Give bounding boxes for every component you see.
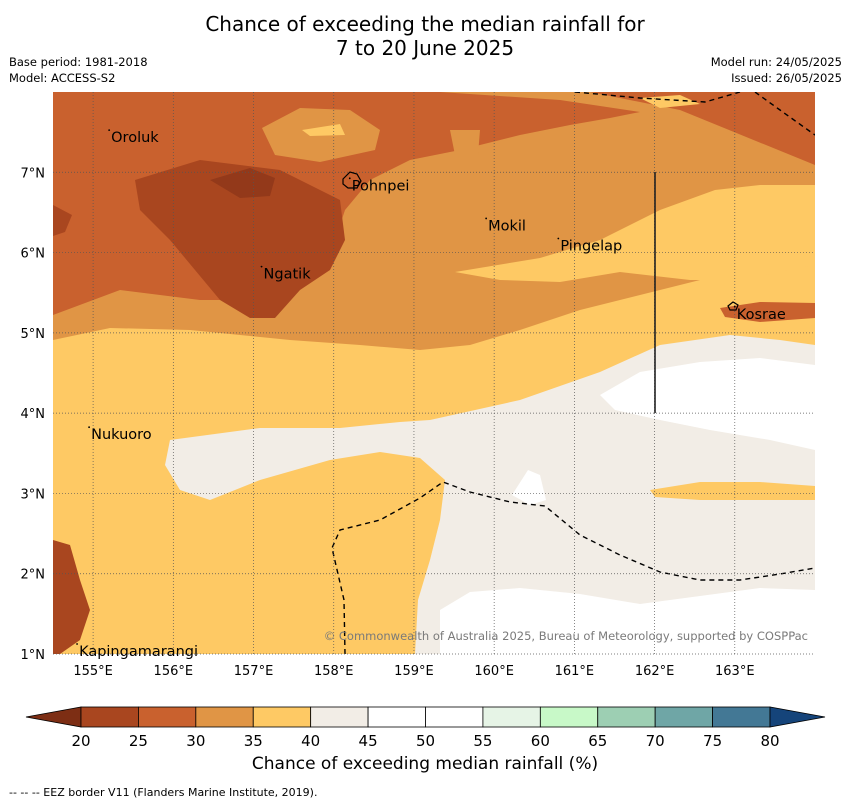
place-label: Kosrae — [737, 307, 786, 323]
model-info: Base period: 1981-2018 Model: ACCESS-S2 — [9, 54, 148, 86]
colorbar-tick-label: 45 — [359, 732, 378, 750]
colorbar-tick-label: 65 — [588, 732, 607, 750]
field-35-40-pocket — [640, 95, 700, 108]
run-info: Model run: 24/05/2025 Issued: 26/05/2025 — [711, 54, 842, 86]
colorbar-segment — [482, 706, 541, 728]
lon-tick-label: 160°E — [474, 664, 514, 679]
place-marker — [76, 643, 78, 645]
colorbar-tick-label: 35 — [244, 732, 263, 750]
place-label: Pohnpei — [352, 178, 410, 194]
colorbar-segment — [195, 706, 254, 728]
eez-border — [331, 92, 815, 654]
colorbar-tick-label: 25 — [129, 732, 148, 750]
model-run-text: Model run: 24/05/2025 — [710, 55, 842, 69]
latitude-labels: 1°N 2°N 3°N 4°N 5°N 6°N 7°N — [21, 166, 46, 663]
colorbar-tick-label: 20 — [71, 732, 90, 750]
footnote-text: -- -- -- EEZ border V11 (Flanders Marine… — [9, 786, 318, 799]
chart-title: Chance of exceeding the median rainfall … — [0, 12, 850, 60]
copyright-text: © Commonwealth of Australia 2025, Bureau… — [324, 629, 808, 643]
lon-tick-label: 159°E — [394, 664, 434, 679]
place-labels: Oroluk Pohnpei Mokil Pingelap Ngatik Kosrae Nu… — [76, 129, 786, 660]
colorbar-tick-labels: 20 25 30 35 40 45 50 55 60 65 70 75 80 — [71, 732, 779, 750]
probability-fields — [53, 92, 815, 654]
lon-tick-label: 162°E — [635, 664, 675, 679]
lat-tick-label: 5°N — [21, 327, 46, 342]
kosrae-outline — [727, 301, 739, 311]
model-text: Model: ACCESS-S2 — [9, 71, 116, 85]
place-marker — [108, 129, 111, 132]
colorbar-segment — [597, 706, 656, 728]
eez-border-line-north — [574, 92, 815, 136]
island-outlines — [342, 171, 739, 311]
colorbar-tick-label: 55 — [473, 732, 492, 750]
lat-tick-label: 7°N — [21, 166, 46, 181]
pohnpei-outline — [342, 171, 362, 189]
place-label: Kapingamarangi — [79, 644, 198, 660]
lon-tick-label: 161°E — [555, 664, 595, 679]
colorbar-tick-label: 60 — [531, 732, 550, 750]
lon-tick-label: 155°E — [73, 664, 113, 679]
field-20-25-west — [53, 540, 90, 654]
field-20-25-west2 — [53, 205, 72, 236]
colorbar-tick-label: 30 — [186, 732, 205, 750]
lat-tick-label: 6°N — [21, 247, 46, 262]
colorbar-segment — [310, 706, 369, 728]
lat-tick-label: 3°N — [21, 487, 46, 502]
colorbar-title: Chance of exceeding median rainfall (%) — [251, 754, 599, 774]
issued-text: Issued: 26/05/2025 — [731, 71, 842, 85]
colorbar-tick-label: 80 — [760, 732, 779, 750]
field-45-50-south — [440, 588, 815, 654]
longitude-labels: 155°E 156°E 157°E 158°E 159°E 160°E 161°E 162°E… — [73, 664, 754, 679]
title-line-1: Chance of exceeding the median rainfall … — [205, 12, 645, 36]
colorbar-under-arrow — [25, 706, 82, 728]
field-40-45-pocket — [302, 124, 345, 136]
place-label: Oroluk — [111, 130, 159, 146]
lat-tick-label: 4°N — [21, 407, 46, 422]
place-marker — [88, 426, 90, 429]
colorbar-segment — [138, 706, 197, 728]
colorbar-tick-label: 75 — [703, 732, 722, 750]
colorbar-segment — [80, 706, 139, 728]
field-35-40-band — [455, 185, 815, 282]
colorbar-segment — [252, 706, 312, 728]
probability-map: Oroluk Pohnpei Mokil Pingelap Ngatik Kosrae Nu… — [21, 92, 815, 679]
place-label: Ngatik — [264, 267, 312, 283]
place-marker — [260, 265, 263, 268]
lon-tick-label: 163°E — [715, 664, 755, 679]
colorbar-tick-label: 50 — [416, 732, 435, 750]
field-20-25-kosrae — [720, 302, 815, 322]
field-45-50-spot — [512, 470, 546, 505]
place-marker — [348, 177, 351, 180]
colorbar-over-arrow — [769, 706, 826, 728]
colorbar-segment — [425, 706, 484, 728]
colorbar-tick-label: 40 — [301, 732, 320, 750]
eez-border-line-south — [331, 481, 815, 654]
place-label: Pingelap — [560, 239, 622, 255]
colorbar-segments — [25, 706, 826, 728]
lon-tick-label: 156°E — [154, 664, 194, 679]
place-label: Nukuoro — [91, 427, 152, 443]
field-45-50 — [600, 358, 815, 450]
colorbar-segment — [367, 706, 426, 728]
place-marker — [733, 305, 736, 308]
colorbar-segment — [654, 706, 713, 728]
lon-tick-label: 158°E — [314, 664, 354, 679]
place-marker — [557, 237, 560, 240]
field-35-40-spot — [650, 482, 815, 500]
base-period-text: Base period: 1981-2018 — [9, 55, 148, 69]
lon-tick-label: 157°E — [234, 664, 274, 679]
place-marker — [485, 217, 488, 220]
field-30-35-islet-2 — [450, 130, 480, 155]
lat-tick-label: 1°N — [21, 648, 46, 663]
colorbar-segment — [539, 706, 599, 728]
field-20-25 — [135, 160, 345, 318]
title-line-2: 7 to 20 June 2025 — [335, 36, 515, 60]
colorbar-segment — [712, 706, 771, 728]
colorbar-tick-label: 70 — [646, 732, 665, 750]
lat-tick-label: 2°N — [21, 568, 46, 583]
place-label: Mokil — [488, 218, 526, 234]
field-under-20 — [210, 168, 275, 198]
